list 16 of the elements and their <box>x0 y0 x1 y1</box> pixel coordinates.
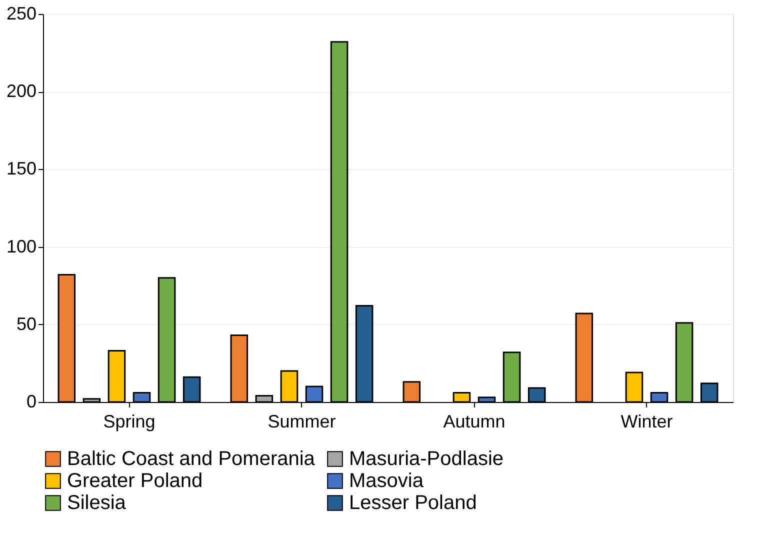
legend-label: Silesia <box>67 492 127 514</box>
x-tick-label: Winter <box>620 412 673 432</box>
x-tick-label: Spring <box>103 412 156 432</box>
y-tick-label: 100 <box>6 236 36 256</box>
x-tick-label: Summer <box>268 412 336 432</box>
y-tick-label: 50 <box>16 314 36 334</box>
y-tick-label: 200 <box>6 81 36 102</box>
y-tick-label: 0 <box>26 392 36 412</box>
legend-label: Masovia <box>349 470 424 492</box>
legend-label: Baltic Coast and Pomerania <box>67 448 316 470</box>
x-tick-label: Autumn <box>443 412 506 432</box>
y-tick-label: 150 <box>6 158 36 179</box>
y-tick-label: 250 <box>6 4 36 24</box>
legend-label: Lesser Poland <box>349 492 477 514</box>
legend-label: Masuria-Podlasie <box>349 448 504 470</box>
legend-label: Greater Poland <box>67 470 203 492</box>
